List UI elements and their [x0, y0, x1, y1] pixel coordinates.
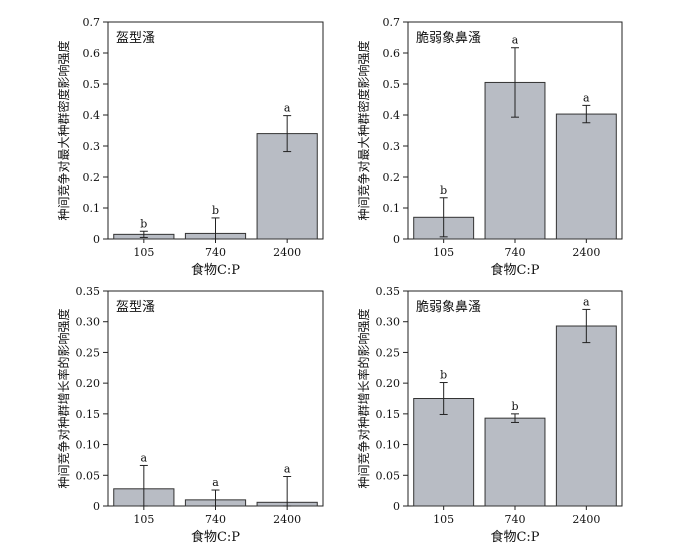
y-tick-label: 0 [393, 500, 400, 513]
y-tick-label: 0.35 [376, 285, 401, 298]
y-tick-label: 0.2 [383, 171, 401, 184]
x-axis-label: 食物C:P [191, 529, 240, 545]
x-tick-label: 2400 [273, 513, 301, 526]
y-tick-label: 0.4 [83, 109, 101, 122]
significance-label: b [212, 204, 219, 217]
x-tick-label: 740 [505, 513, 526, 526]
x-tick-label: 105 [433, 246, 454, 259]
y-tick-label: 0.3 [83, 140, 101, 153]
y-tick-label: 0.25 [376, 346, 401, 359]
y-tick-label: 0.10 [376, 439, 401, 452]
x-axis-label: 食物C:P [191, 262, 240, 278]
y-tick-label: 0.7 [383, 16, 401, 29]
y-tick-label: 0.4 [383, 109, 401, 122]
panel-title: 盔型溞 [116, 299, 155, 315]
y-tick-label: 0.05 [376, 469, 401, 482]
y-tick-label: 0.3 [383, 140, 401, 153]
y-tick-label: 0.20 [376, 377, 401, 390]
y-tick-label: 0.5 [83, 78, 101, 91]
y-tick-label: 0.15 [376, 408, 401, 421]
x-tick-label: 2400 [572, 513, 600, 526]
y-axis-label: 种间竞争对种群增长率的影响强度 [56, 308, 71, 488]
y-tick-label: 0.30 [376, 316, 401, 329]
y-axis-label: 种间竞争对最大种群密度影响强度 [356, 40, 371, 220]
x-tick-label: 105 [133, 246, 154, 259]
significance-label: b [440, 184, 447, 197]
y-tick-label: 0.1 [383, 202, 401, 215]
chart-panel-1: 0 0.1 0.2 0.3 0.4 0.5 0.6 0.7 b 105 b 740 a 2400 盔型溞食物… [56, 16, 324, 278]
y-tick-label: 0 [93, 233, 100, 246]
chart-panel-4: 0 0.05 0.10 0.15 0.20 0.25 0.30 0.35 b 105 b 740 a 24… [356, 285, 623, 545]
significance-label: a [212, 476, 219, 489]
y-tick-label: 0.1 [83, 202, 101, 215]
y-tick-label: 0.6 [83, 47, 101, 60]
panel-title: 脆弱象鼻溞 [416, 30, 481, 46]
x-tick-label: 105 [433, 513, 454, 526]
y-tick-label: 0.5 [383, 78, 401, 91]
y-tick-label: 0 [93, 500, 100, 513]
y-tick-label: 0 [393, 233, 400, 246]
x-tick-label: 105 [133, 513, 154, 526]
significance-label: b [440, 369, 447, 382]
y-tick-label: 0.6 [383, 47, 401, 60]
y-tick-label: 0.35 [76, 285, 101, 298]
x-tick-label: 2400 [572, 246, 600, 259]
significance-label: b [511, 400, 518, 413]
bar-105 [413, 398, 475, 507]
y-tick-label: 0.10 [76, 439, 101, 452]
significance-label: a [583, 91, 590, 104]
chart-panel-2: 0 0.1 0.2 0.3 0.4 0.5 0.6 0.7 b 105 a 740 a 2400 脆弱象鼻溞… [356, 16, 623, 278]
y-tick-label: 0.05 [76, 469, 101, 482]
y-axis-label: 种间竞争对种群增长率的影响强度 [356, 308, 371, 488]
y-tick-label: 0.25 [76, 346, 101, 359]
plot-frame [107, 290, 324, 507]
bar-2400 [555, 325, 617, 507]
x-tick-label: 740 [205, 513, 226, 526]
x-tick-label: 740 [205, 246, 226, 259]
y-tick-label: 0.2 [83, 171, 101, 184]
y-tick-label: 0.15 [76, 408, 101, 421]
significance-label: a [583, 295, 590, 308]
x-tick-label: 2400 [273, 246, 301, 259]
panel-title: 脆弱象鼻溞 [416, 299, 481, 315]
y-axis-label: 种间竞争对最大种群密度影响强度 [56, 40, 71, 220]
significance-label: a [284, 102, 291, 115]
chart-panel-3: 0 0.05 0.10 0.15 0.20 0.25 0.30 0.35 a 105 a 740 a 24… [56, 285, 324, 545]
bar-740 [484, 417, 546, 507]
bar-2400 [555, 113, 617, 240]
significance-label: a [512, 34, 519, 47]
y-tick-label: 0.20 [76, 377, 101, 390]
y-tick-label: 0.7 [83, 16, 101, 29]
panel-title: 盔型溞 [116, 30, 155, 46]
y-tick-label: 0.30 [76, 316, 101, 329]
significance-label: a [284, 463, 291, 476]
x-axis-label: 食物C:P [490, 262, 539, 278]
x-axis-label: 食物C:P [490, 529, 539, 545]
significance-label: b [140, 217, 147, 230]
significance-label: a [141, 451, 148, 464]
x-tick-label: 740 [505, 246, 526, 259]
